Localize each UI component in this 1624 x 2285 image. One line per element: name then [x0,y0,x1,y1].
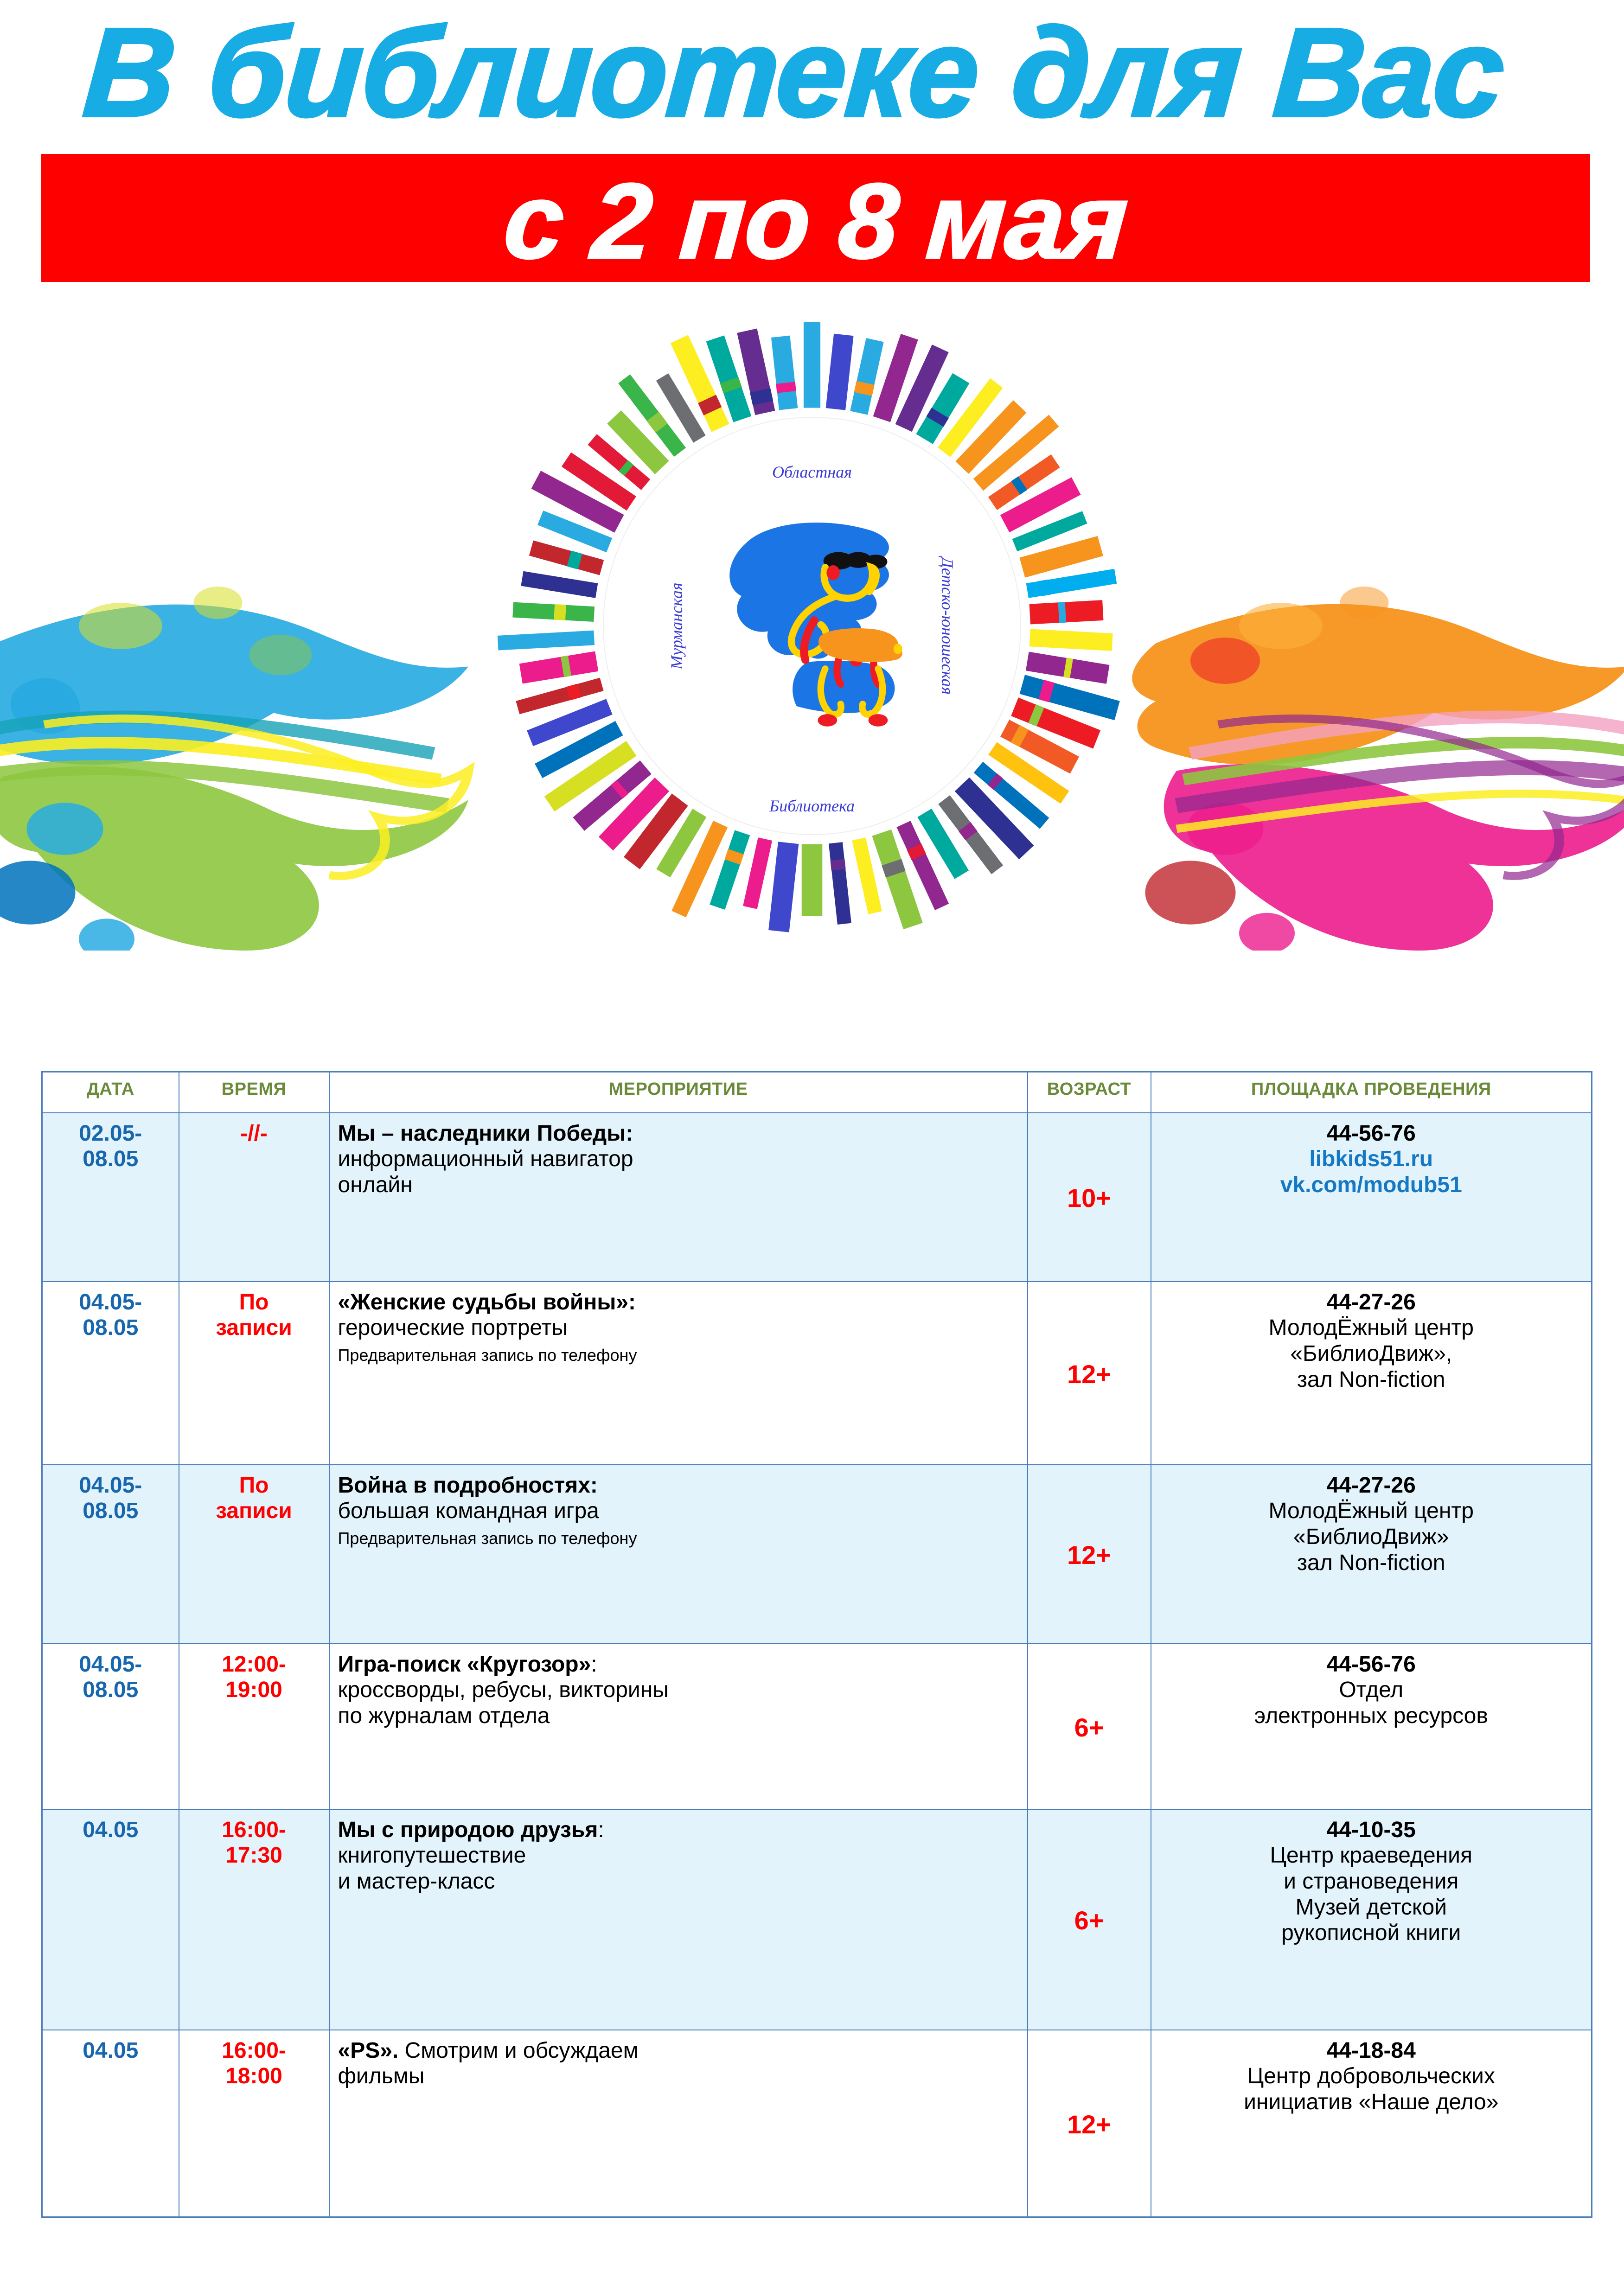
svg-text:Детско-юношеская: Детско-юношеская [938,556,957,695]
svg-text:Областная: Областная [772,463,852,481]
svg-text:Мурманская: Мурманская [667,582,686,670]
svg-text:Библиотека: Библиотека [769,797,855,815]
